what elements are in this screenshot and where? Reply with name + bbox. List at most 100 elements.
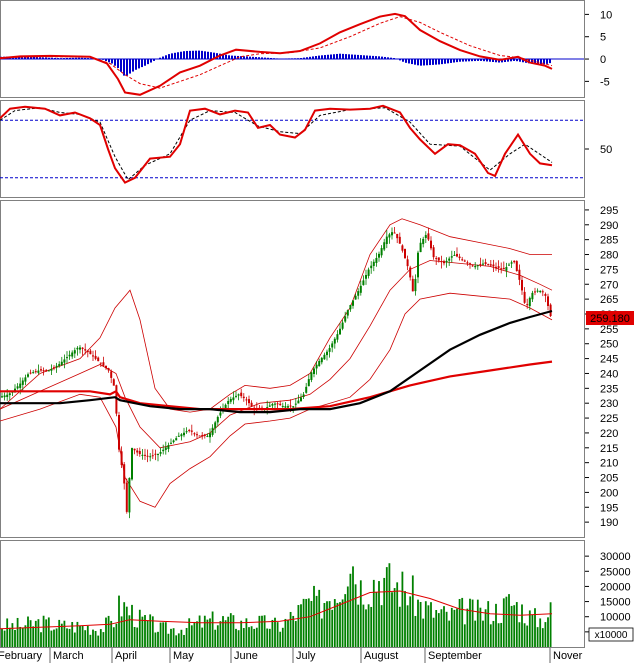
volume-bar xyxy=(40,632,42,647)
volume-bar xyxy=(370,606,373,647)
volume-bar xyxy=(118,595,120,647)
volume-bar xyxy=(448,620,451,647)
candle-body xyxy=(24,377,27,382)
volume-bar xyxy=(281,627,284,647)
price-tick-label: 225 xyxy=(600,413,618,425)
volume-moving-average xyxy=(0,590,553,630)
candle-body xyxy=(131,448,133,480)
volume-bar xyxy=(37,619,40,647)
candle-body xyxy=(544,294,547,296)
volume-bar xyxy=(3,630,6,647)
candle-body xyxy=(513,260,516,263)
volume-bar xyxy=(502,598,505,647)
volume-bar xyxy=(73,632,76,647)
volume-bar xyxy=(224,620,227,647)
candle-body xyxy=(6,394,9,397)
volume-bar xyxy=(63,620,66,647)
candle-body xyxy=(339,328,341,335)
candle-body xyxy=(198,435,201,437)
price-tick-label: 215 xyxy=(600,443,618,455)
candle-body xyxy=(227,400,230,405)
volume-bar xyxy=(141,616,144,647)
volume-bar xyxy=(323,602,326,647)
volume-bar xyxy=(123,602,126,647)
volume-bar xyxy=(305,598,308,647)
volume-bar xyxy=(508,594,510,647)
candle-body xyxy=(302,394,305,398)
candle-body xyxy=(487,264,490,266)
candle-body xyxy=(45,369,48,371)
volume-bar xyxy=(466,608,469,647)
candle-body xyxy=(154,453,157,455)
candle-body xyxy=(271,403,274,406)
candle-body xyxy=(76,347,79,350)
volume-bar xyxy=(177,633,180,647)
candle-body xyxy=(136,450,139,453)
volume-bar xyxy=(411,575,414,647)
volume-bar xyxy=(424,601,427,647)
volume-bar xyxy=(274,617,276,647)
volume-bar xyxy=(32,626,35,647)
volume-tick-label: 15000 xyxy=(600,597,631,609)
volume-bar xyxy=(27,616,29,647)
candle-body xyxy=(1,396,3,398)
candle-body xyxy=(21,380,24,385)
macd-tick-label: 0 xyxy=(600,54,606,66)
candle-body xyxy=(471,265,474,267)
volume-bar xyxy=(453,609,456,647)
volume-bar xyxy=(414,615,417,647)
volume-bar xyxy=(11,623,14,647)
candle-body xyxy=(336,334,339,340)
candle-body xyxy=(53,367,55,369)
volume-bar xyxy=(133,626,136,647)
price-tick-label: 265 xyxy=(600,294,618,306)
volume-bar xyxy=(443,606,445,647)
candle-body xyxy=(94,355,97,359)
volume-bar xyxy=(97,635,100,647)
candle-body xyxy=(133,448,136,451)
volume-tick-label: 20000 xyxy=(600,581,631,593)
candle-body xyxy=(242,396,245,399)
candle-body xyxy=(528,297,531,307)
candle-body xyxy=(497,266,500,268)
volume-bar xyxy=(456,608,458,647)
volume-bar xyxy=(172,628,175,647)
month-label-april: April xyxy=(115,650,137,662)
candle-body xyxy=(206,435,209,437)
price-tick-label: 195 xyxy=(600,502,618,514)
candle-body xyxy=(237,394,240,396)
candle-body xyxy=(8,393,11,396)
volume-bar xyxy=(149,614,152,647)
volume-bar xyxy=(339,602,341,647)
volume-bar xyxy=(354,584,357,647)
candle-body xyxy=(92,355,94,357)
volume-bar xyxy=(435,610,438,647)
candle-body xyxy=(523,291,526,303)
candle-body xyxy=(357,291,360,296)
candle-body xyxy=(19,383,22,388)
candle-body xyxy=(526,304,529,306)
candle-body xyxy=(159,452,162,454)
volume-bar xyxy=(385,567,388,647)
last-price-tag xyxy=(586,311,634,325)
candle-body xyxy=(86,350,89,353)
volume-bar xyxy=(183,634,185,647)
volume-bar xyxy=(458,598,461,647)
volume-bar xyxy=(372,579,375,647)
volume-bar xyxy=(68,628,71,647)
candle-body xyxy=(388,234,391,238)
candle-body xyxy=(456,253,458,257)
candle-body xyxy=(417,252,419,278)
macd-line xyxy=(0,12,553,96)
volume-bar xyxy=(419,601,422,647)
candle-body xyxy=(224,404,227,411)
candle-body xyxy=(292,406,295,408)
candle-body xyxy=(196,434,198,436)
volume-bar xyxy=(365,609,367,647)
candle-body xyxy=(536,290,539,292)
volume-bar xyxy=(1,628,3,647)
candle-body xyxy=(248,399,250,404)
price-tick-label: 205 xyxy=(600,473,618,485)
volume-bar xyxy=(107,615,110,647)
